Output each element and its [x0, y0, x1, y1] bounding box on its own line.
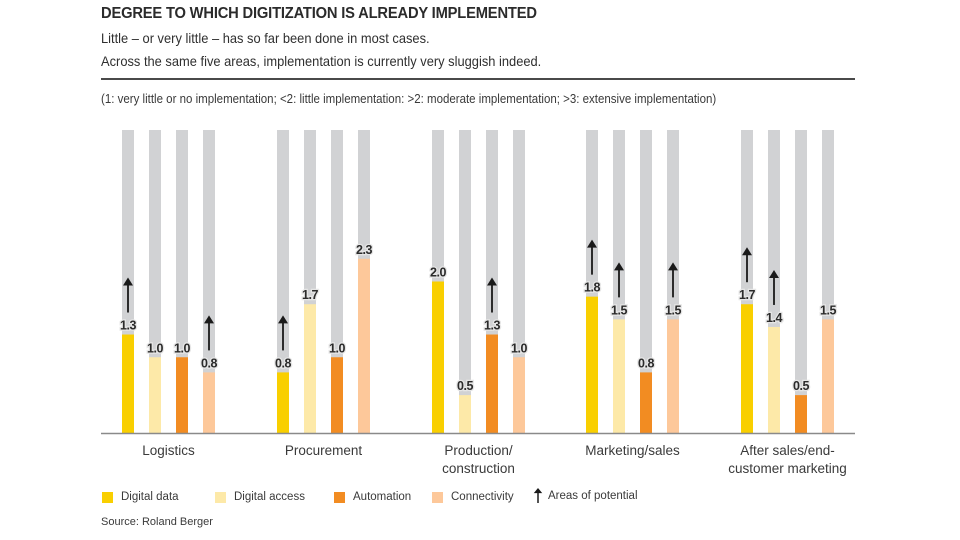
data-label-procurement-digital-data: 0.8: [275, 356, 291, 370]
category-label-after-sales-end-customer-marketing-line-2: customer marketing: [728, 461, 847, 476]
bar-logistics-digital-access: [149, 357, 161, 433]
bar-marketing-sales-automation: [640, 372, 652, 433]
bar-after-sales-end-customer-marketing-automation: [795, 395, 807, 433]
bar-logistics-digital-data: [122, 334, 134, 433]
bar-marketing-sales-digital-data: [586, 296, 598, 433]
source-note: Source: Roland Berger: [101, 516, 213, 528]
bar-production-construction-automation: [486, 334, 498, 433]
potential-arrow-head-icon-logistics-connectivity: [204, 315, 214, 324]
bar-track-logistics-connectivity: [203, 130, 215, 433]
bar-track-marketing-sales-automation: [640, 130, 652, 433]
legend-label-connectivity: Connectivity: [451, 491, 514, 503]
data-label-after-sales-end-customer-marketing-connectivity: 1.5: [820, 303, 836, 317]
data-label-procurement-automation: 1.0: [329, 341, 345, 355]
bar-marketing-sales-digital-access: [613, 319, 625, 433]
arrow-up-icon: [533, 488, 543, 503]
legend-item-connectivity: Connectivity: [432, 491, 514, 503]
data-label-logistics-connectivity: 0.8: [201, 356, 217, 370]
potential-arrow-head-icon-marketing-sales-connectivity: [668, 262, 678, 271]
data-label-production-construction-digital-data: 2.0: [430, 266, 446, 280]
bar-procurement-digital-access: [304, 304, 316, 433]
potential-arrow-head-icon-after-sales-end-customer-marketing-digital-data: [742, 247, 752, 256]
bar-after-sales-end-customer-marketing-connectivity: [822, 319, 834, 433]
data-label-marketing-sales-connectivity: 1.5: [665, 303, 681, 317]
bar-procurement-automation: [331, 357, 343, 433]
legend-label-digital-data: Digital data: [121, 491, 179, 503]
data-label-after-sales-end-customer-marketing-digital-access: 1.4: [766, 311, 782, 325]
category-label-logistics: Logistics: [142, 443, 195, 458]
legend-item-automation: Automation: [334, 491, 411, 503]
data-label-after-sales-end-customer-marketing-digital-data: 1.7: [739, 288, 755, 302]
data-label-marketing-sales-digital-access: 1.5: [611, 303, 627, 317]
potential-arrow-head-icon-logistics-digital-data: [123, 277, 133, 286]
scale-note: (1: very little or no implementation; <2…: [101, 92, 717, 106]
legend-swatch-digital-access: [215, 491, 226, 503]
data-label-production-construction-digital-access: 0.5: [457, 379, 473, 393]
bar-production-construction-connectivity: [513, 357, 525, 433]
bar-logistics-connectivity: [203, 372, 215, 433]
bar-marketing-sales-connectivity: [667, 319, 679, 433]
category-label-after-sales-end-customer-marketing-line-1: After sales/end-: [740, 443, 835, 458]
bar-after-sales-end-customer-marketing-digital-access: [768, 326, 780, 433]
legend-label-areas-of-potential: Areas of potential: [548, 489, 638, 502]
category-label-production-construction-line-1: Production/: [444, 443, 513, 458]
data-label-marketing-sales-digital-data: 1.8: [584, 281, 600, 295]
legend-item-digital-access: Digital access: [215, 491, 305, 503]
bar-logistics-automation: [176, 357, 188, 433]
legend-label-digital-access: Digital access: [234, 491, 305, 503]
category-label-production-construction-line-2: construction: [442, 461, 515, 476]
data-label-after-sales-end-customer-marketing-automation: 0.5: [793, 379, 809, 393]
data-label-logistics-automation: 1.0: [174, 341, 190, 355]
legend-item-areas-of-potential: Areas of potential: [532, 488, 638, 503]
legend-label-automation: Automation: [353, 491, 412, 503]
bar-production-construction-digital-data: [432, 281, 444, 433]
bar-chart: 1.3 1.0 1.0 0.8 Logistics 0.8 1.7 1.0 2.3 Procure…: [101, 130, 855, 476]
chart-subtitle-line-2: Across the same five areas, implementati…: [101, 53, 542, 69]
legend-swatch-digital-data: [102, 491, 113, 503]
bar-track-procurement-digital-data: [277, 130, 289, 433]
data-label-production-construction-connectivity: 1.0: [511, 341, 527, 355]
legend-item-digital-data: Digital data: [102, 491, 179, 503]
data-label-procurement-digital-access: 1.7: [302, 288, 318, 302]
legend-swatch-automation: [334, 491, 345, 503]
data-label-marketing-sales-automation: 0.8: [638, 356, 654, 370]
legend-swatch-connectivity: [432, 491, 443, 503]
bar-procurement-connectivity: [358, 258, 370, 433]
data-label-procurement-connectivity: 2.3: [356, 243, 372, 257]
category-label-marketing-sales: Marketing/sales: [585, 443, 680, 458]
bar-after-sales-end-customer-marketing-digital-data: [741, 304, 753, 433]
potential-arrow-head-icon-procurement-digital-data: [278, 315, 288, 324]
data-label-logistics-digital-access: 1.0: [147, 341, 163, 355]
header-divider: [101, 78, 855, 80]
bar-production-construction-digital-access: [459, 395, 471, 433]
potential-arrow-head-icon-marketing-sales-digital-access: [614, 262, 624, 271]
chart-subtitle-line-1: Little – or very little – has so far bee…: [101, 30, 430, 46]
potential-arrow-head-icon-production-construction-automation: [487, 277, 497, 286]
data-label-production-construction-automation: 1.3: [484, 319, 500, 333]
data-label-logistics-digital-data: 1.3: [120, 319, 136, 333]
bar-track-production-construction-digital-access: [459, 130, 471, 433]
chart-title: DEGREE TO WHICH DIGITIZATION IS ALREADY …: [101, 5, 537, 22]
bar-track-after-sales-end-customer-marketing-automation: [795, 130, 807, 433]
bar-procurement-digital-data: [277, 372, 289, 433]
category-label-procurement: Procurement: [285, 443, 363, 458]
potential-arrow-head-icon-marketing-sales-digital-data: [587, 239, 597, 248]
potential-arrow-head-icon-after-sales-end-customer-marketing-digital-access: [769, 269, 779, 278]
